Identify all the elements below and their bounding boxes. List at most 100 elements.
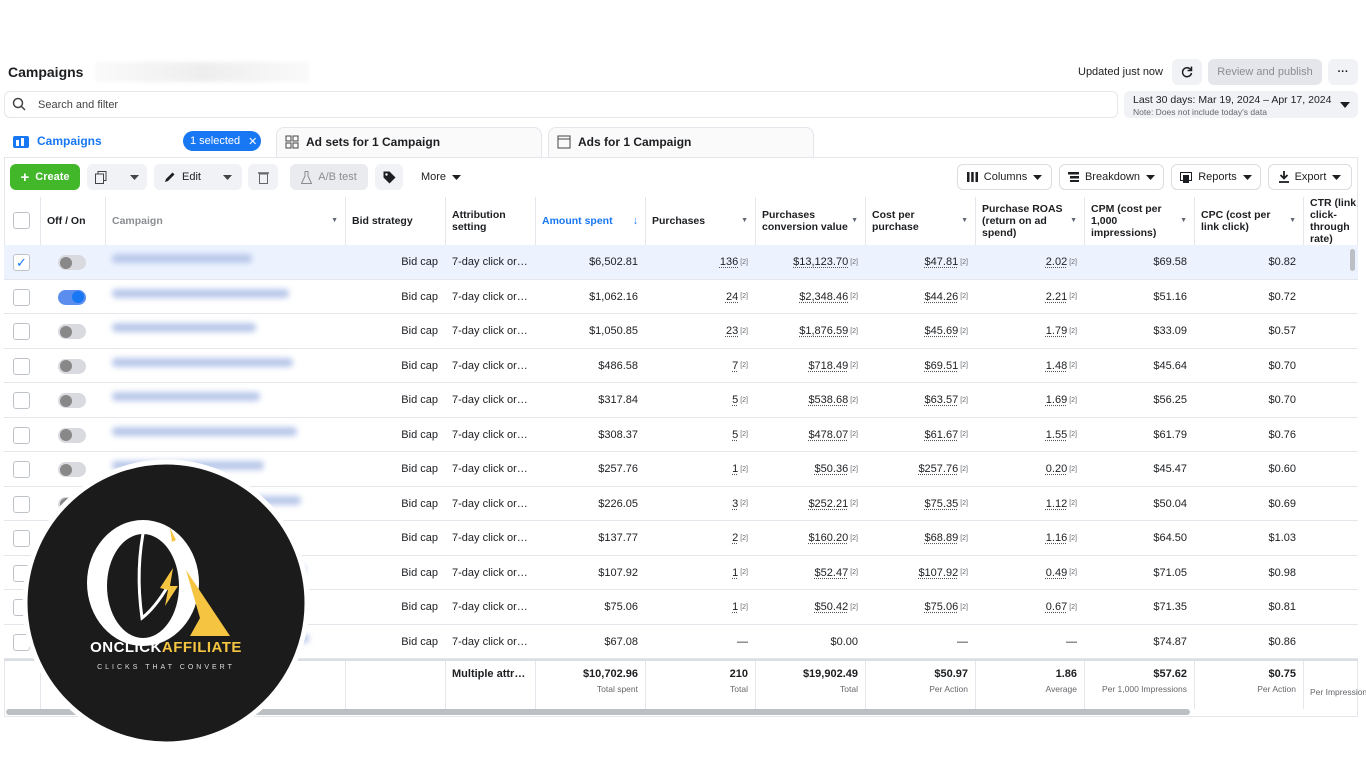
bid-value: Bid cap: [401, 256, 438, 269]
table-cell: $74.87: [1084, 625, 1194, 660]
column-header: Bid strategy: [345, 197, 445, 245]
create-button[interactable]: + Create: [10, 164, 80, 190]
roas-value: 2.21: [1045, 290, 1068, 303]
amount-value: $1,062.16: [589, 290, 638, 303]
status-toggle[interactable]: [58, 393, 86, 408]
create-label: Create: [35, 171, 70, 183]
adsets-tab[interactable]: [276, 127, 542, 157]
status-toggle[interactable]: [58, 358, 86, 374]
row-checkbox[interactable]: [13, 288, 30, 306]
review-publish-button[interactable]: Review and publish: [1208, 59, 1322, 85]
edit-button[interactable]: Edit: [154, 164, 242, 190]
table-cell: $137.77: [535, 521, 645, 556]
date-picker[interactable]: [1124, 91, 1358, 118]
more-button[interactable]: More: [412, 164, 470, 190]
bid-value: Bid cap: [401, 566, 438, 579]
table-cell: 1 [2]: [645, 590, 755, 625]
search-bar[interactable]: [4, 91, 1118, 118]
cpc-value: $1.03: [1268, 532, 1296, 545]
refresh-button[interactable]: [1172, 59, 1202, 85]
conv-value: $1,876.59: [799, 325, 849, 338]
column-header-label: Attribution setting: [452, 209, 506, 233]
table-cell: 7-day click or 1-day view: [445, 625, 535, 660]
table-cell: $0.86: [1194, 625, 1303, 660]
columns-button[interactable]: Columns: [957, 164, 1052, 190]
ab-test-label: A/B test: [318, 171, 357, 183]
status-toggle[interactable]: [58, 462, 86, 477]
row-checkbox[interactable]: [13, 495, 30, 513]
total-value: $57.62: [1153, 668, 1187, 680]
row-checkbox[interactable]: [13, 323, 30, 340]
more-options-button[interactable]: ···: [1328, 59, 1358, 85]
footnote-marker: [2]: [960, 293, 968, 301]
status-toggle[interactable]: [58, 324, 86, 339]
table-cell: 23 [2]: [645, 314, 755, 349]
footnote-marker: [2]: [850, 396, 858, 404]
column-header-label: Off / On: [47, 215, 86, 227]
breakdown-button[interactable]: Breakdown: [1059, 164, 1164, 190]
adsets-tab-label: Ad sets for 1 Campaign: [306, 135, 441, 149]
column-header-label: Bid strategy: [352, 215, 413, 227]
date-range: Last 30 days: Mar 19, 2024 – Apr 17, 202…: [1133, 94, 1332, 106]
footnote-marker: [2]: [1069, 534, 1077, 542]
ads-tab[interactable]: [548, 127, 814, 157]
ab-test-button[interactable]: A/B test: [290, 164, 368, 190]
total-label: Per 1,000 Impressions: [1101, 684, 1187, 694]
column-menu-icon: ▼: [1180, 217, 1187, 224]
table-cell: $63.57 [2]: [865, 383, 975, 418]
duplicate-button[interactable]: [87, 164, 147, 190]
table-cell: Bid cap: [345, 556, 445, 591]
selected-chip[interactable]: 1 selected ✕: [183, 131, 261, 151]
column-header: Campaign ▼: [105, 197, 345, 245]
purchases-value: 136: [719, 256, 739, 269]
amount-value: $317.84: [598, 394, 638, 407]
row-checkbox[interactable]: [13, 530, 30, 547]
tag-button[interactable]: [375, 164, 403, 190]
table-cell: $45.47: [1084, 452, 1194, 487]
row-checkbox[interactable]: [13, 426, 30, 444]
footnote-marker: [2]: [960, 465, 968, 473]
bid-value: Bid cap: [401, 635, 438, 648]
table-cell: $64.50: [1084, 521, 1194, 556]
selected-chip-label: 1 selected: [190, 135, 241, 147]
purchases-value: 5: [732, 428, 739, 441]
footnote-marker: [2]: [960, 500, 968, 508]
conv-value: $2,348.46: [799, 290, 849, 303]
svg-text:ONCLICKAFFILIATE: ONCLICKAFFILIATE: [90, 639, 242, 656]
footnote-marker: [2]: [850, 465, 858, 473]
footnote-marker: [2]: [1069, 431, 1077, 439]
row-checkbox[interactable]: ✓: [13, 254, 30, 271]
footnote-marker: [2]: [850, 500, 858, 508]
total-label: Per Action: [1257, 684, 1296, 694]
status-toggle[interactable]: [58, 427, 86, 443]
column-header: Attribution setting: [445, 197, 535, 245]
column-header-label: Purchases: [652, 215, 706, 227]
horizontal-scrollbar[interactable]: [6, 709, 1190, 715]
table-cell: 5 [2]: [645, 418, 755, 453]
row-checkbox[interactable]: [13, 357, 30, 375]
footnote-marker: [2]: [850, 431, 858, 439]
reports-button[interactable]: Reports: [1171, 164, 1261, 190]
cpm-value: $33.09: [1153, 325, 1187, 338]
table-cell: 7-day click or 1-day view: [445, 280, 535, 315]
vertical-scrollbar[interactable]: [1350, 249, 1355, 271]
bid-value: Bid cap: [401, 359, 438, 372]
table-cell: Bid cap: [345, 280, 445, 315]
table-cell: $69.58: [1084, 245, 1194, 280]
delete-button[interactable]: [248, 164, 278, 190]
cost-value: $75.35: [924, 497, 959, 510]
status-toggle[interactable]: [58, 255, 86, 270]
column-menu-icon: ▼: [1289, 217, 1296, 224]
status-toggle[interactable]: [58, 289, 86, 305]
table-cell: Bid cap: [345, 521, 445, 556]
cost-value: $63.57: [924, 394, 959, 407]
row-checkbox[interactable]: [13, 392, 30, 409]
row-checkbox[interactable]: [13, 461, 30, 478]
table-cell: $71.35: [1084, 590, 1194, 625]
roas-value: 0.67: [1045, 601, 1068, 614]
export-button[interactable]: Export: [1268, 164, 1352, 190]
table-cell: 136 [2]: [645, 245, 755, 280]
cpc-value: $0.70: [1268, 394, 1296, 407]
table-cell: 0.67 [2]: [975, 590, 1084, 625]
